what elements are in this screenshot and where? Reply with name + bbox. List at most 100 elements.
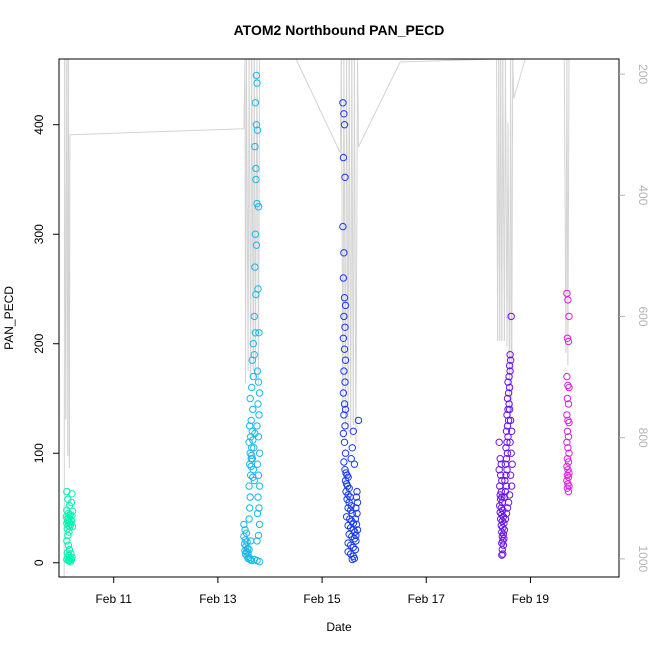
- data-point-series-2: [254, 285, 262, 293]
- data-point-series-2: [246, 504, 254, 512]
- data-point-series-4: [498, 528, 506, 536]
- data-point-series-5: [563, 427, 572, 435]
- data-point-series-4: [503, 466, 511, 474]
- data-point-series-5: [563, 455, 572, 463]
- data-point-series-2: [251, 230, 260, 238]
- data-point-series-5: [563, 411, 571, 419]
- secondary-line-segment: [68, 134, 71, 468]
- data-point-series-2: [253, 79, 261, 87]
- data-point-series-2: [255, 482, 264, 490]
- y2-tick-label: 800: [636, 428, 650, 448]
- data-point-series-4: [506, 471, 515, 479]
- data-point-series-5: [564, 444, 572, 452]
- data-point-series-3: [353, 487, 361, 496]
- data-point-series-4: [495, 466, 503, 474]
- data-point-series-3: [339, 429, 348, 438]
- data-point-series-3: [344, 491, 352, 499]
- data-point-series-4: [501, 476, 509, 485]
- data-point-series-5: [565, 418, 573, 427]
- data-point-series-2: [250, 476, 259, 485]
- y-axis-label: PAN_PECD: [2, 286, 16, 350]
- data-point-series-2: [246, 493, 254, 501]
- data-point-series-2: [251, 99, 260, 107]
- data-point-series-2: [255, 389, 264, 397]
- data-points: [62, 71, 573, 566]
- data-point-series-3: [340, 400, 349, 408]
- data-point-series-5: [565, 469, 573, 477]
- data-point-series-5: [563, 394, 572, 403]
- data-point-series-2: [254, 400, 262, 408]
- data-point-series-3: [340, 367, 348, 375]
- data-point-series-3: [340, 345, 349, 353]
- data-point-series-4: [503, 438, 511, 446]
- data-point-series-4: [502, 482, 511, 490]
- x-axis-label: Date: [326, 620, 352, 634]
- data-point-series-3: [352, 531, 360, 540]
- data-point-series-2: [254, 378, 263, 386]
- data-point-series-5: [564, 400, 573, 408]
- data-point-series-3: [341, 405, 350, 414]
- data-point-series-2: [245, 482, 253, 490]
- data-point-series-4: [498, 551, 506, 559]
- data-point-series-5: [563, 334, 572, 342]
- data-point-series-4: [504, 378, 512, 386]
- data-point-series-2: [251, 263, 259, 271]
- data-point-series-5: [563, 484, 572, 492]
- data-point-series-3: [353, 509, 361, 518]
- y2-tick-label: 1000: [636, 545, 650, 572]
- data-point-series-3: [353, 526, 362, 534]
- data-point-series-4: [507, 312, 515, 321]
- data-point-series-3: [340, 458, 348, 466]
- data-point-series-1: [67, 498, 76, 507]
- data-point-series-4: [506, 367, 514, 375]
- data-point-series-2: [253, 537, 261, 545]
- data-point-series-2: [249, 473, 257, 481]
- data-point-series-2: [245, 515, 253, 523]
- data-point-series-2: [247, 416, 255, 425]
- data-point-series-4: [504, 498, 513, 507]
- data-point-series-4: [503, 394, 512, 403]
- data-point-series-2: [253, 126, 262, 134]
- y-tick-label: 0: [32, 559, 46, 566]
- data-point-series-3: [352, 537, 360, 545]
- secondary-line-segment: [513, 58, 526, 99]
- data-point-series-2: [253, 460, 262, 468]
- x-tick-label: Feb 17: [408, 592, 446, 606]
- data-point-series-2: [247, 462, 255, 471]
- data-point-series-4: [501, 515, 510, 523]
- data-point-series-4: [498, 545, 506, 554]
- x-axis: Feb 11 Feb 13 Feb 15 Feb 17 Feb 19: [95, 577, 549, 606]
- data-point-series-2: [251, 142, 259, 151]
- data-point-series-2: [248, 451, 256, 460]
- data-point-series-2: [245, 438, 253, 446]
- data-point-series-4: [505, 372, 513, 381]
- x-tick-label: Feb 19: [512, 592, 550, 606]
- data-point-series-2: [255, 504, 263, 512]
- data-point-series-4: [502, 427, 511, 435]
- data-point-series-1: [64, 541, 73, 549]
- data-point-series-5: [563, 438, 571, 446]
- secondary-line-segment: [512, 58, 515, 99]
- data-point-series-3: [339, 389, 348, 397]
- data-point-series-4: [496, 491, 504, 499]
- data-point-series-2: [251, 329, 260, 337]
- y-tick-label: 100: [32, 443, 46, 463]
- secondary-line-segment: [358, 61, 401, 148]
- data-point-series-4: [506, 416, 515, 425]
- data-point-series-3: [351, 545, 360, 554]
- data-point-series-1: [64, 531, 72, 540]
- data-point-series-2: [252, 121, 261, 129]
- data-point-series-5: [564, 337, 573, 346]
- data-point-series-3: [341, 422, 349, 430]
- data-point-series-4: [505, 383, 514, 392]
- data-point-series-2: [255, 411, 263, 419]
- data-point-series-2: [252, 164, 260, 173]
- data-point-series-3: [350, 460, 359, 468]
- data-point-series-4: [502, 455, 511, 463]
- secondary-line-segment: [295, 58, 341, 154]
- data-point-series-3: [339, 153, 348, 162]
- secondary-line-segment: [69, 128, 244, 136]
- data-point-series-5: [565, 449, 573, 457]
- data-point-series-3: [348, 444, 356, 452]
